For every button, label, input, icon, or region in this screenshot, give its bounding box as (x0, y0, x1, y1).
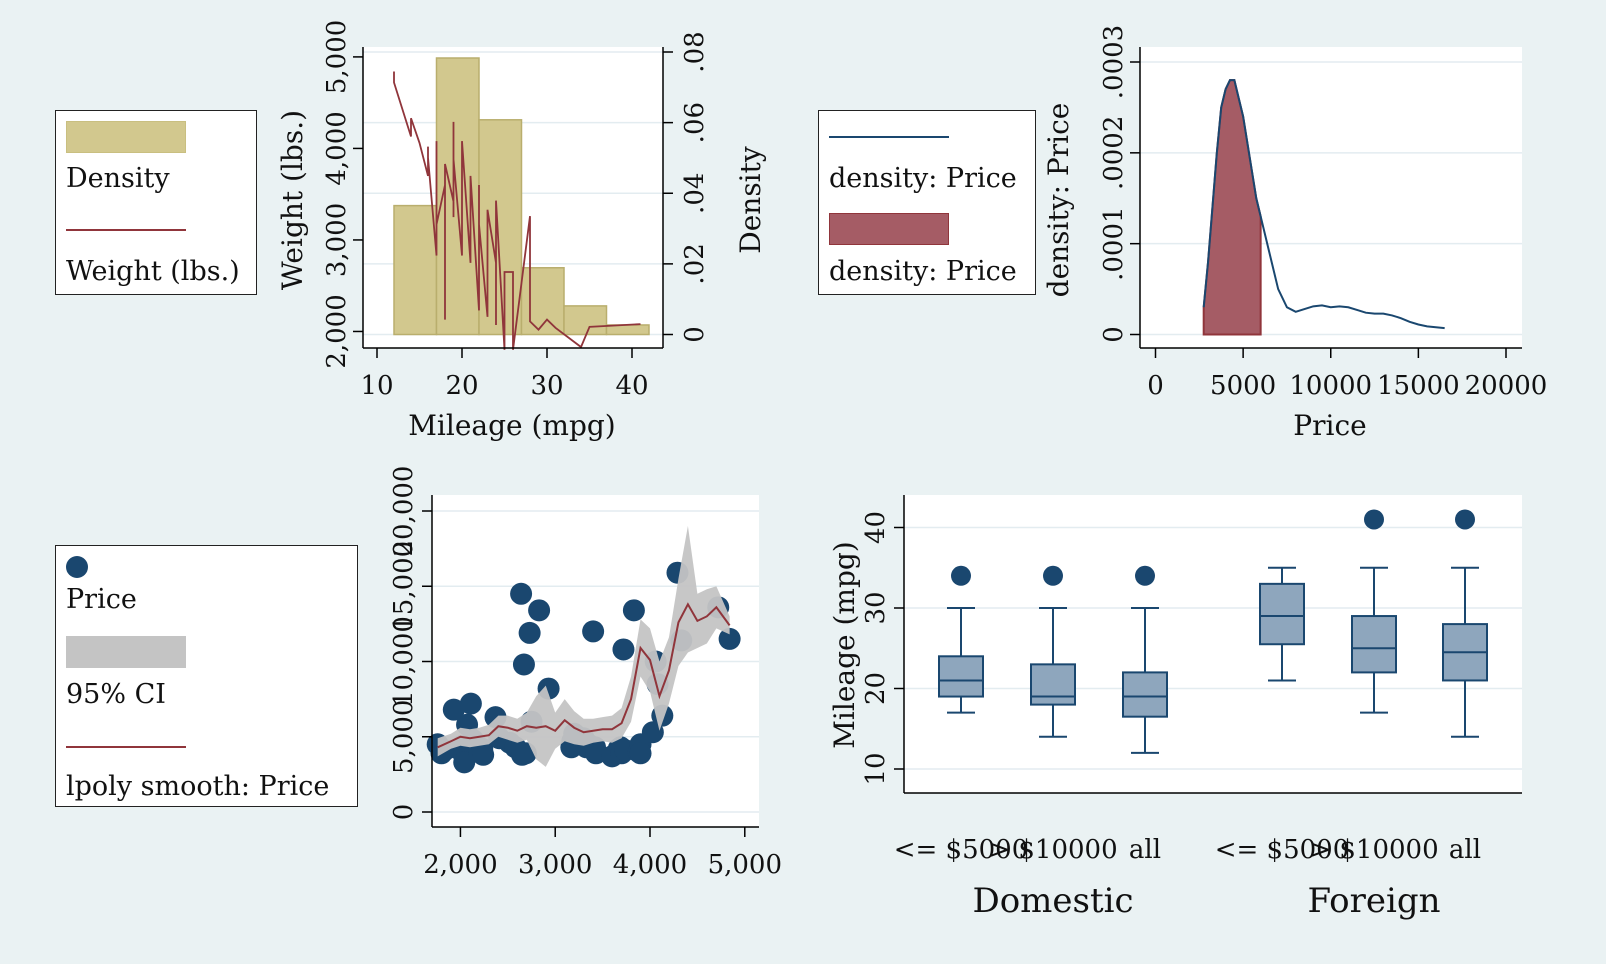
lpoly-x-tick-label: 2,000 (423, 850, 497, 880)
hist-bar (563, 305, 608, 336)
hist-y2-tick-label: .06 (680, 102, 710, 143)
hist-x-tick-label: 40 (615, 371, 648, 401)
lpoly-y-tick-label: 20,000 (389, 466, 419, 557)
box-category-label: > $10000 (1309, 835, 1438, 865)
hist-y-tick-label: 3,000 (322, 203, 352, 277)
lpoly-y-tick-label: 15,000 (389, 541, 419, 632)
lpoly-ci-band (437, 526, 730, 767)
box-iqr (1351, 615, 1397, 674)
box-group-label: Domestic (972, 881, 1133, 921)
box-plot-region (904, 495, 1522, 793)
scatter-point (442, 698, 465, 721)
hist-y-axis-title: Weight (lbs.) (276, 110, 309, 290)
lpoly-x-tick-label: 5,000 (708, 850, 782, 880)
box-category-label: <= $5000 (1215, 835, 1350, 865)
kdens-y-tick-label: 0 (1099, 326, 1129, 343)
legend-ci-swatch (66, 636, 186, 668)
hist-x-tick-label: 20 (445, 371, 478, 401)
scatter-point (512, 653, 535, 676)
box-iqr (938, 655, 984, 698)
hist-bar (393, 204, 438, 336)
box-outlier (1455, 509, 1475, 530)
box-y-tick-label: 20 (861, 672, 891, 705)
scatter-point (472, 743, 495, 766)
scatter-point (612, 638, 635, 661)
scatter-point (718, 627, 741, 650)
legend-lpoly: Price 95% CI lpoly smooth: Price (55, 545, 358, 807)
kdens-x-tick-label: 0 (1147, 371, 1164, 401)
box-iqr (1259, 582, 1305, 646)
hist-y2-tick-label: .08 (680, 31, 710, 72)
box-outlier (1364, 509, 1384, 530)
box-iqr (1122, 671, 1168, 718)
hist-x-tick-label: 10 (360, 371, 393, 401)
hist-y2-tick-label: .02 (680, 243, 710, 284)
scatter-point (629, 742, 652, 765)
legend-density-label: Density (66, 163, 170, 194)
lpoly-y-tick-label: 5,000 (389, 700, 419, 774)
series-line-lpoly (437, 602, 731, 749)
box-category-label: <= $5000 (894, 835, 1029, 865)
kdens-x-tick-label: 5000 (1210, 371, 1276, 401)
series-line-kdens (1202, 79, 1445, 330)
lpoly-y-tick-label: 0 (389, 804, 419, 821)
box-y-axis-title: Mileage (mpg) (828, 541, 861, 748)
kdens-y-axis-title: density: Price (1042, 103, 1075, 298)
legend-ci-label: 95% CI (66, 679, 166, 710)
legend-weight-line (66, 229, 186, 231)
box-outlier (1043, 565, 1063, 586)
scatter-point (459, 692, 482, 715)
box-outlier (951, 565, 971, 586)
box-outlier (1135, 565, 1155, 586)
kdens-x-tick-label: 20000 (1465, 371, 1548, 401)
legend-smooth-line (66, 746, 186, 748)
hist-y-tick-label: 4,000 (322, 111, 352, 185)
box-y-tick-label: 30 (861, 591, 891, 624)
legend-kdens-area-label: density: Price (829, 256, 1017, 287)
scatter-point (622, 599, 645, 622)
legend-smooth-label: lpoly smooth: Price (66, 771, 330, 802)
legend-kdens-line (829, 136, 949, 138)
scatter-point (528, 599, 551, 622)
kdens-y-tick-label: .0003 (1099, 25, 1129, 99)
scatter-point (641, 721, 664, 744)
box-iqr (1030, 663, 1076, 706)
legend-kdens-area-swatch (829, 213, 949, 245)
legend-price-label: Price (66, 584, 137, 615)
hist-y-tick-label: 2,000 (322, 294, 352, 368)
hist-y2-axis-title: Density (734, 146, 767, 254)
series-line-weight (393, 71, 641, 350)
box-category-label: all (1449, 835, 1481, 865)
kdens-x-tick-label: 15000 (1377, 371, 1460, 401)
legend-kdens: density: Price density: Price (818, 110, 1036, 295)
scatter-point (582, 620, 605, 643)
kdens-plot-region (1140, 47, 1522, 348)
hist-x-tick-label: 30 (530, 371, 563, 401)
hist-x-axis-title: Mileage (mpg) (408, 409, 615, 442)
scatter-point (510, 582, 533, 605)
kdens-y-tick-label: .0001 (1099, 206, 1129, 280)
lpoly-x-tick-label: 3,000 (518, 850, 592, 880)
legend-price-marker (66, 556, 88, 578)
kdens-x-axis-title: Price (1293, 409, 1366, 442)
kdens-y-tick-label: .0002 (1099, 116, 1129, 190)
box-category-label: > $10000 (988, 835, 1117, 865)
box-group-label: Foreign (1307, 881, 1440, 921)
box-y-tick-label: 40 (861, 511, 891, 544)
hist-y2-tick-label: .04 (680, 173, 710, 214)
lpoly-x-tick-label: 4,000 (613, 850, 687, 880)
box-y-tick-label: 10 (861, 752, 891, 785)
box-category-label: all (1129, 835, 1161, 865)
legend-kdens-line-label: density: Price (829, 163, 1017, 194)
hist-y2-tick-label: 0 (680, 326, 710, 343)
kdens-x-tick-label: 10000 (1289, 371, 1372, 401)
legend-hist: Density Weight (lbs.) (55, 110, 257, 295)
hist-y-tick-label: 5,000 (322, 20, 352, 94)
legend-weight-label: Weight (lbs.) (66, 256, 240, 287)
legend-density-swatch (66, 121, 186, 153)
lpoly-y-tick-label: 10,000 (389, 616, 419, 707)
scatter-point (518, 621, 541, 644)
